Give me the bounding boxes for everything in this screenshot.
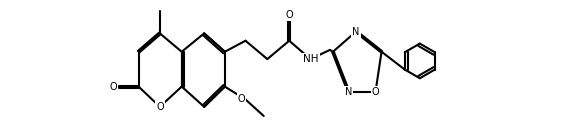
- Text: O: O: [156, 102, 164, 112]
- Text: N: N: [353, 26, 360, 37]
- Text: O: O: [372, 87, 379, 97]
- Text: O: O: [285, 10, 293, 20]
- Text: O: O: [110, 82, 118, 92]
- Text: NH: NH: [303, 54, 318, 64]
- Text: O: O: [238, 94, 245, 104]
- Text: N: N: [345, 87, 353, 97]
